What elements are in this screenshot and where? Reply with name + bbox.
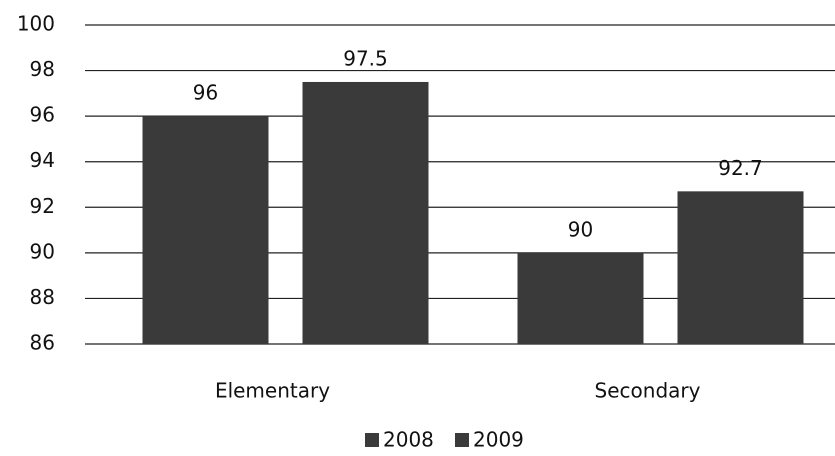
bar bbox=[142, 116, 269, 345]
value-label: 96 bbox=[193, 81, 218, 105]
y-tick-label: 86 bbox=[30, 331, 55, 355]
y-tick-label: 98 bbox=[30, 57, 55, 81]
bar bbox=[302, 81, 429, 344]
y-tick-label: 88 bbox=[30, 285, 55, 309]
value-label: 90 bbox=[568, 217, 593, 241]
x-tick-label: Secondary bbox=[595, 379, 701, 403]
y-tick-label: 100 bbox=[17, 12, 55, 36]
y-tick-label: 94 bbox=[30, 148, 55, 172]
legend-swatch bbox=[455, 433, 469, 447]
bar bbox=[677, 191, 804, 344]
value-label: 92.7 bbox=[718, 156, 763, 180]
y-tick-label: 90 bbox=[30, 239, 55, 263]
legend-swatch bbox=[365, 433, 379, 447]
bar bbox=[517, 252, 644, 344]
legend-label: 2009 bbox=[473, 428, 524, 452]
y-tick-label: 96 bbox=[30, 103, 55, 127]
y-tick-label: 92 bbox=[30, 194, 55, 218]
legend-label: 2008 bbox=[383, 428, 434, 452]
x-tick-label: Elementary bbox=[215, 379, 330, 403]
value-label: 97.5 bbox=[343, 46, 388, 70]
